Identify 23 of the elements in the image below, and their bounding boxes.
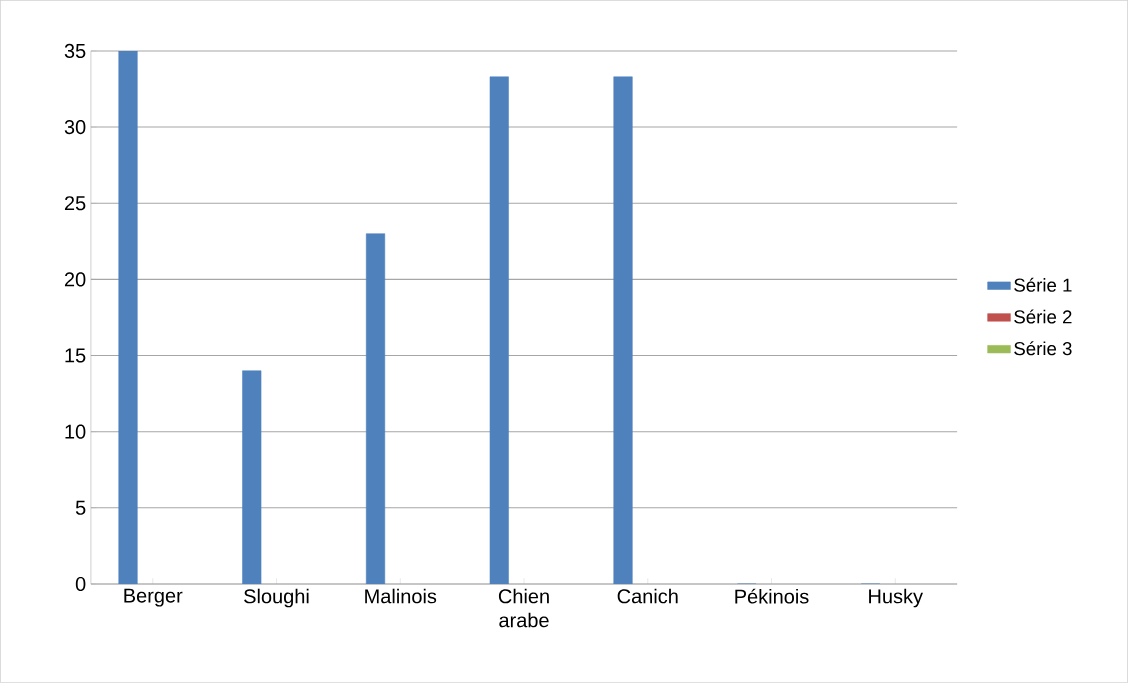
y-tick-label: 5 [75,500,86,515]
x-tick-label: Sloughi [244,588,309,608]
bar [613,76,633,585]
bar [489,76,509,585]
y-tick-label: 30 [64,120,86,135]
x-tick-label: Chien arabe [498,588,549,628]
bar [365,233,386,585]
legend-label: Série 1 [1014,277,1072,292]
x-tick-label: Pékinois [735,588,809,604]
bar [242,370,262,585]
legend-label: Série 3 [1014,341,1072,356]
y-tick-label: 0 [75,576,86,592]
x-tick-label: Malinois [365,588,437,604]
legend-label: Série 2 [1014,309,1072,324]
y-tick-label: 15 [65,348,86,363]
y-tick-label: 35 [64,43,86,59]
x-tick-label: Berger [124,588,183,607]
y-tick-label: 10 [65,424,86,439]
y-tick-label: 25 [64,196,86,211]
x-tick-label: Husky [869,588,923,608]
y-tick-label: 20 [64,272,86,287]
bar [118,50,138,585]
x-tick-label: Canich [617,588,678,604]
